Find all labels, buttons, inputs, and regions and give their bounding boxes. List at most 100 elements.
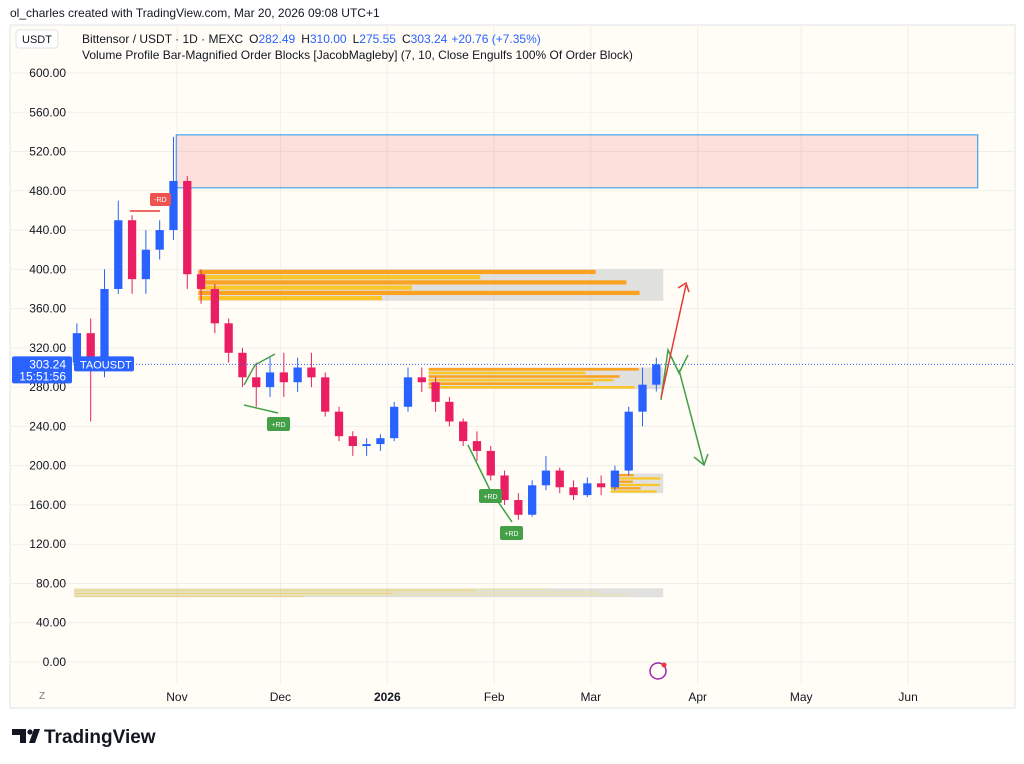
indicator: Volume Profile Bar-Magnified Order Block… (82, 48, 633, 62)
volume-profile-bar (428, 375, 620, 378)
candle-body (541, 470, 551, 486)
rd-label: +RD (271, 422, 285, 429)
arrow-path (660, 347, 689, 401)
ohlc-key: O (249, 32, 258, 46)
candle-body (459, 421, 468, 442)
volume-profile-bar (428, 368, 639, 371)
order-block (198, 269, 664, 301)
price-badge (12, 356, 72, 384)
x-tick-label: Feb (484, 690, 505, 704)
brand: TradingView (44, 727, 156, 748)
arrow-head (677, 281, 690, 293)
volume-profile-bar (428, 371, 586, 375)
y-tick-label: 600.00 (29, 66, 66, 80)
candle-body (348, 436, 357, 447)
rd-badge (150, 193, 171, 206)
rd-badge (267, 417, 290, 431)
candle-body (72, 333, 82, 363)
candle-body (321, 377, 330, 412)
volume-profile-bar (198, 280, 627, 285)
rd-badge (479, 489, 502, 503)
price-label: 303.24 (29, 357, 66, 371)
candle-body (390, 406, 399, 439)
candle-body (293, 367, 302, 383)
candle-body (431, 382, 440, 402)
symbol-badge (74, 356, 134, 372)
y-tick-label: 440.00 (29, 223, 66, 237)
volume-profile-bar (198, 269, 596, 275)
ohlc-key: C (402, 32, 411, 46)
rd-line (243, 404, 279, 414)
ohlc-value: 275.55 (359, 32, 396, 46)
arrow-path (660, 284, 687, 399)
candle-body (445, 401, 454, 422)
candle-body (238, 352, 247, 378)
order-block (428, 367, 664, 390)
chart-area (9, 24, 1016, 709)
y-tick-label: 520.00 (29, 145, 66, 159)
volume-profile-bar (198, 285, 412, 290)
y-tick-label: 0.00 (43, 655, 67, 669)
event-dot (661, 662, 667, 668)
candle-body (210, 288, 219, 324)
y-tick-label: 80.00 (36, 576, 66, 590)
candle-body (224, 323, 233, 353)
y-tick-label: 160.00 (29, 498, 66, 512)
y-tick-label: 320.00 (29, 341, 66, 355)
volume-profile-bar (610, 474, 634, 477)
y-tick-label: 480.00 (29, 184, 66, 198)
arrow-head (693, 453, 709, 467)
event-icon[interactable] (649, 662, 667, 680)
y-tick-label: 200.00 (29, 459, 66, 473)
candle-body (514, 500, 523, 515)
candle-body (279, 372, 288, 383)
x-tick-label: Dec (270, 690, 291, 704)
x-tick-label: Nov (166, 690, 187, 704)
x-tick-label: 2026 (374, 690, 401, 704)
candle-body (569, 487, 578, 496)
volume-profile-bar (610, 483, 660, 487)
volume-profile-bar (610, 480, 633, 483)
ohlc-key: L (353, 32, 360, 46)
ohlc-key: H (301, 32, 310, 46)
y-tick-label: 120.00 (29, 537, 66, 551)
y-tick-label: 40.00 (36, 616, 66, 630)
x-tick-label: Jun (898, 690, 917, 704)
volume-profile-bar (610, 487, 641, 490)
candle-body (528, 485, 537, 515)
change: +20.76 (+7.35%) (451, 32, 540, 46)
x-tick-label: Apr (688, 690, 707, 704)
y-tick-label: 400.00 (29, 262, 66, 276)
candle-body (583, 483, 592, 496)
candle-body (500, 475, 509, 501)
volume-profile-bar (428, 385, 635, 389)
candle-body (596, 483, 606, 488)
volume-profile-bar (428, 382, 594, 385)
candle-body (638, 384, 647, 412)
zoom[interactable]: Z (39, 691, 45, 702)
ohlc-value: 282.49 (259, 32, 296, 46)
candle-body (196, 274, 206, 289)
volume-profile-bar (428, 378, 614, 382)
symbol: Bittensor / USDT · 1D · MEXC (82, 32, 243, 46)
candle-body (472, 441, 482, 451)
credit: ol_charles created with TradingView.com,… (10, 6, 380, 20)
rd-label: +RD (483, 494, 497, 501)
candle-body (555, 470, 564, 488)
candle-body (155, 230, 164, 250)
candle-body (486, 450, 495, 476)
candle-body (610, 470, 620, 488)
currency-box[interactable] (15, 29, 59, 49)
order-block (74, 588, 664, 598)
volume-profile-bar (610, 477, 661, 480)
candle-body (334, 411, 344, 437)
price-zone (175, 134, 979, 189)
candle-body (141, 249, 151, 280)
candle-body (652, 364, 661, 385)
logo-mark (12, 729, 40, 743)
rd-line (243, 353, 276, 386)
rd-label: +RD (504, 531, 518, 538)
symbol-line: Bittensor / USDT · 1D · MEXC O282.49 H310.… (82, 32, 541, 46)
candle-body (169, 180, 178, 231)
